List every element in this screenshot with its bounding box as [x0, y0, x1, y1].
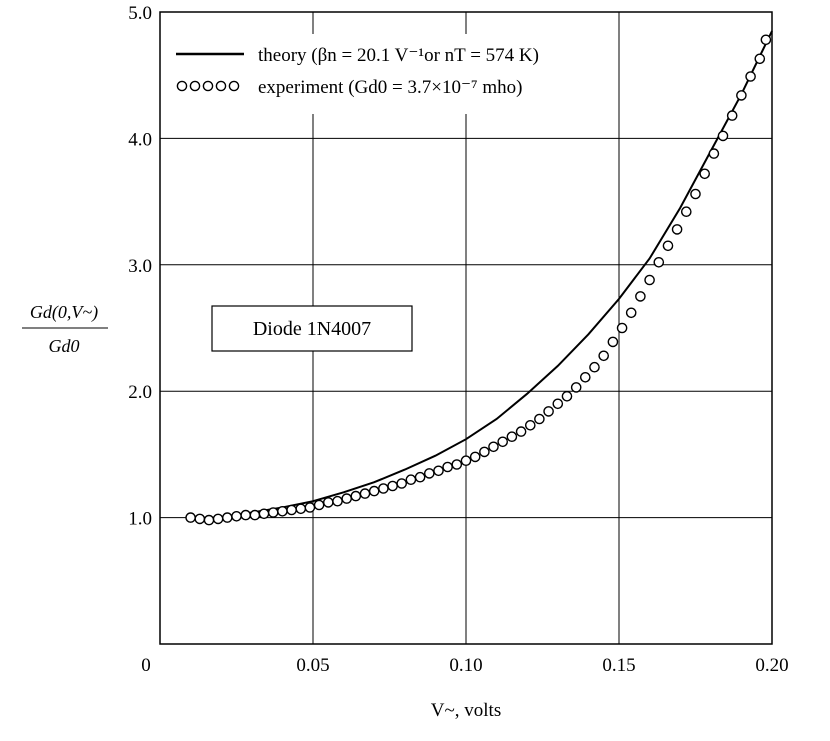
experiment-point: [231, 510, 242, 522]
experiment-point: [350, 490, 362, 502]
y-tick-label: 1.0: [128, 509, 152, 530]
experiment-point: [267, 507, 279, 518]
experiment-point: [580, 371, 591, 383]
experiment-point: [681, 206, 692, 217]
experiment-point: [644, 274, 655, 286]
experiment-point: [295, 503, 307, 515]
experiment-point: [708, 148, 720, 159]
experiment-point: [561, 390, 573, 402]
experiment-point: [625, 307, 637, 319]
legend: theory (βn = 20.1 V⁻¹or nT = 574 K) expe…: [164, 34, 614, 114]
experiment-point: [240, 509, 251, 521]
experiment-point: [717, 130, 729, 142]
experiment-point: [221, 512, 233, 523]
y-tick-label: 5.0: [128, 3, 152, 24]
experiment-point: [460, 455, 472, 467]
experiment-point: [277, 505, 288, 517]
legend-experiment-label: experiment (Gd0 = 3.7×10⁻⁷ mho): [258, 77, 522, 98]
experiment-point: [212, 513, 224, 525]
experiment-point: [525, 419, 536, 431]
experiment-point: [194, 513, 206, 525]
experiment-point: [185, 512, 196, 523]
y-tick-label: 4.0: [128, 129, 152, 150]
legend-marker: [176, 80, 188, 92]
y-axis-label-numerator: Gd(0,V~): [30, 302, 98, 323]
experiment-point: [552, 398, 564, 410]
legend-marker: [202, 80, 214, 92]
experiment-point: [653, 256, 665, 268]
experiment-point: [387, 480, 398, 492]
experiment-point: [322, 497, 334, 508]
experiment-point: [396, 478, 408, 489]
annotation-box: [211, 305, 413, 352]
experiment-point: [690, 188, 701, 200]
experiment-point: [497, 436, 509, 448]
experiment-point: [534, 413, 545, 425]
y-tick-label: 3.0: [128, 256, 152, 277]
experiment-point: [341, 493, 353, 504]
legend-theory-label: theory (βn = 20.1 V⁻¹or nT = 574 K): [258, 45, 539, 66]
experiment-point: [313, 499, 325, 511]
legend-marker: [215, 80, 227, 92]
x-tick-label: 0.20: [755, 655, 788, 676]
legend-box: [164, 34, 614, 114]
experiment-point: [378, 483, 389, 494]
experiment-point: [258, 508, 270, 520]
x-tick-label: 0.15: [602, 655, 635, 676]
experiment-point: [616, 322, 628, 334]
y-axis-label: Gd(0,V~) Gd0: [22, 302, 108, 356]
experiment-point: [671, 224, 683, 235]
experiment-point: [442, 461, 453, 473]
experiment-point: [359, 488, 371, 499]
experiment-point: [745, 71, 756, 82]
experiment-point: [589, 361, 600, 373]
experiment-point: [726, 110, 738, 121]
experiment-point: [368, 485, 380, 497]
experiment-point: [570, 382, 582, 393]
experiment-point: [488, 441, 499, 453]
legend-marker: [228, 80, 240, 92]
experiment-point: [515, 426, 527, 437]
experiment-point: [423, 468, 435, 479]
legend-experiment-swatch: [176, 80, 240, 92]
experiment-point: [635, 291, 646, 302]
experiment-point: [598, 350, 610, 362]
plot-frame: [159, 11, 773, 645]
y-tick-label: 2.0: [128, 382, 152, 403]
experiment-point: [469, 451, 481, 463]
x-tick-label: 0: [141, 655, 151, 676]
experiment-point: [607, 336, 619, 348]
experiment-point: [332, 495, 343, 507]
experiment-point: [506, 431, 518, 443]
experiment-point: [414, 471, 426, 483]
legend-marker: [189, 80, 201, 92]
experiment-point: [304, 502, 316, 513]
experiment-point: [479, 446, 490, 458]
y-axis-label-denominator: Gd0: [49, 336, 80, 356]
experiment-point: [451, 459, 463, 470]
experiment-point: [662, 240, 674, 252]
x-tick-label: 0.05: [296, 655, 329, 676]
series-layer: [185, 30, 773, 526]
annotation: Diode 1N4007: [211, 305, 413, 352]
experiment-point: [405, 474, 417, 486]
annotation-text: Diode 1N4007: [253, 318, 371, 340]
experiment-point: [543, 406, 554, 417]
experiment-point: [286, 504, 297, 516]
tick-labels: 0 0.05 0.10 0.15 0.20 1.0 2.0 3.0 4.0 5.0: [128, 3, 788, 676]
experiment-point: [736, 90, 747, 101]
experiment-point: [760, 34, 772, 46]
experiment-point: [433, 465, 444, 477]
experiment-point: [754, 53, 766, 65]
experiment-point: [203, 514, 215, 526]
x-axis-label: V~, volts: [431, 700, 501, 721]
theory-line: [190, 30, 773, 519]
experiment-point: [249, 509, 261, 521]
experiment-point: [699, 168, 711, 180]
x-tick-label: 0.10: [449, 655, 482, 676]
